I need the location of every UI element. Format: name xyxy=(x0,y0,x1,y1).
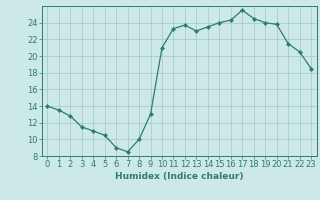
X-axis label: Humidex (Indice chaleur): Humidex (Indice chaleur) xyxy=(115,172,244,181)
